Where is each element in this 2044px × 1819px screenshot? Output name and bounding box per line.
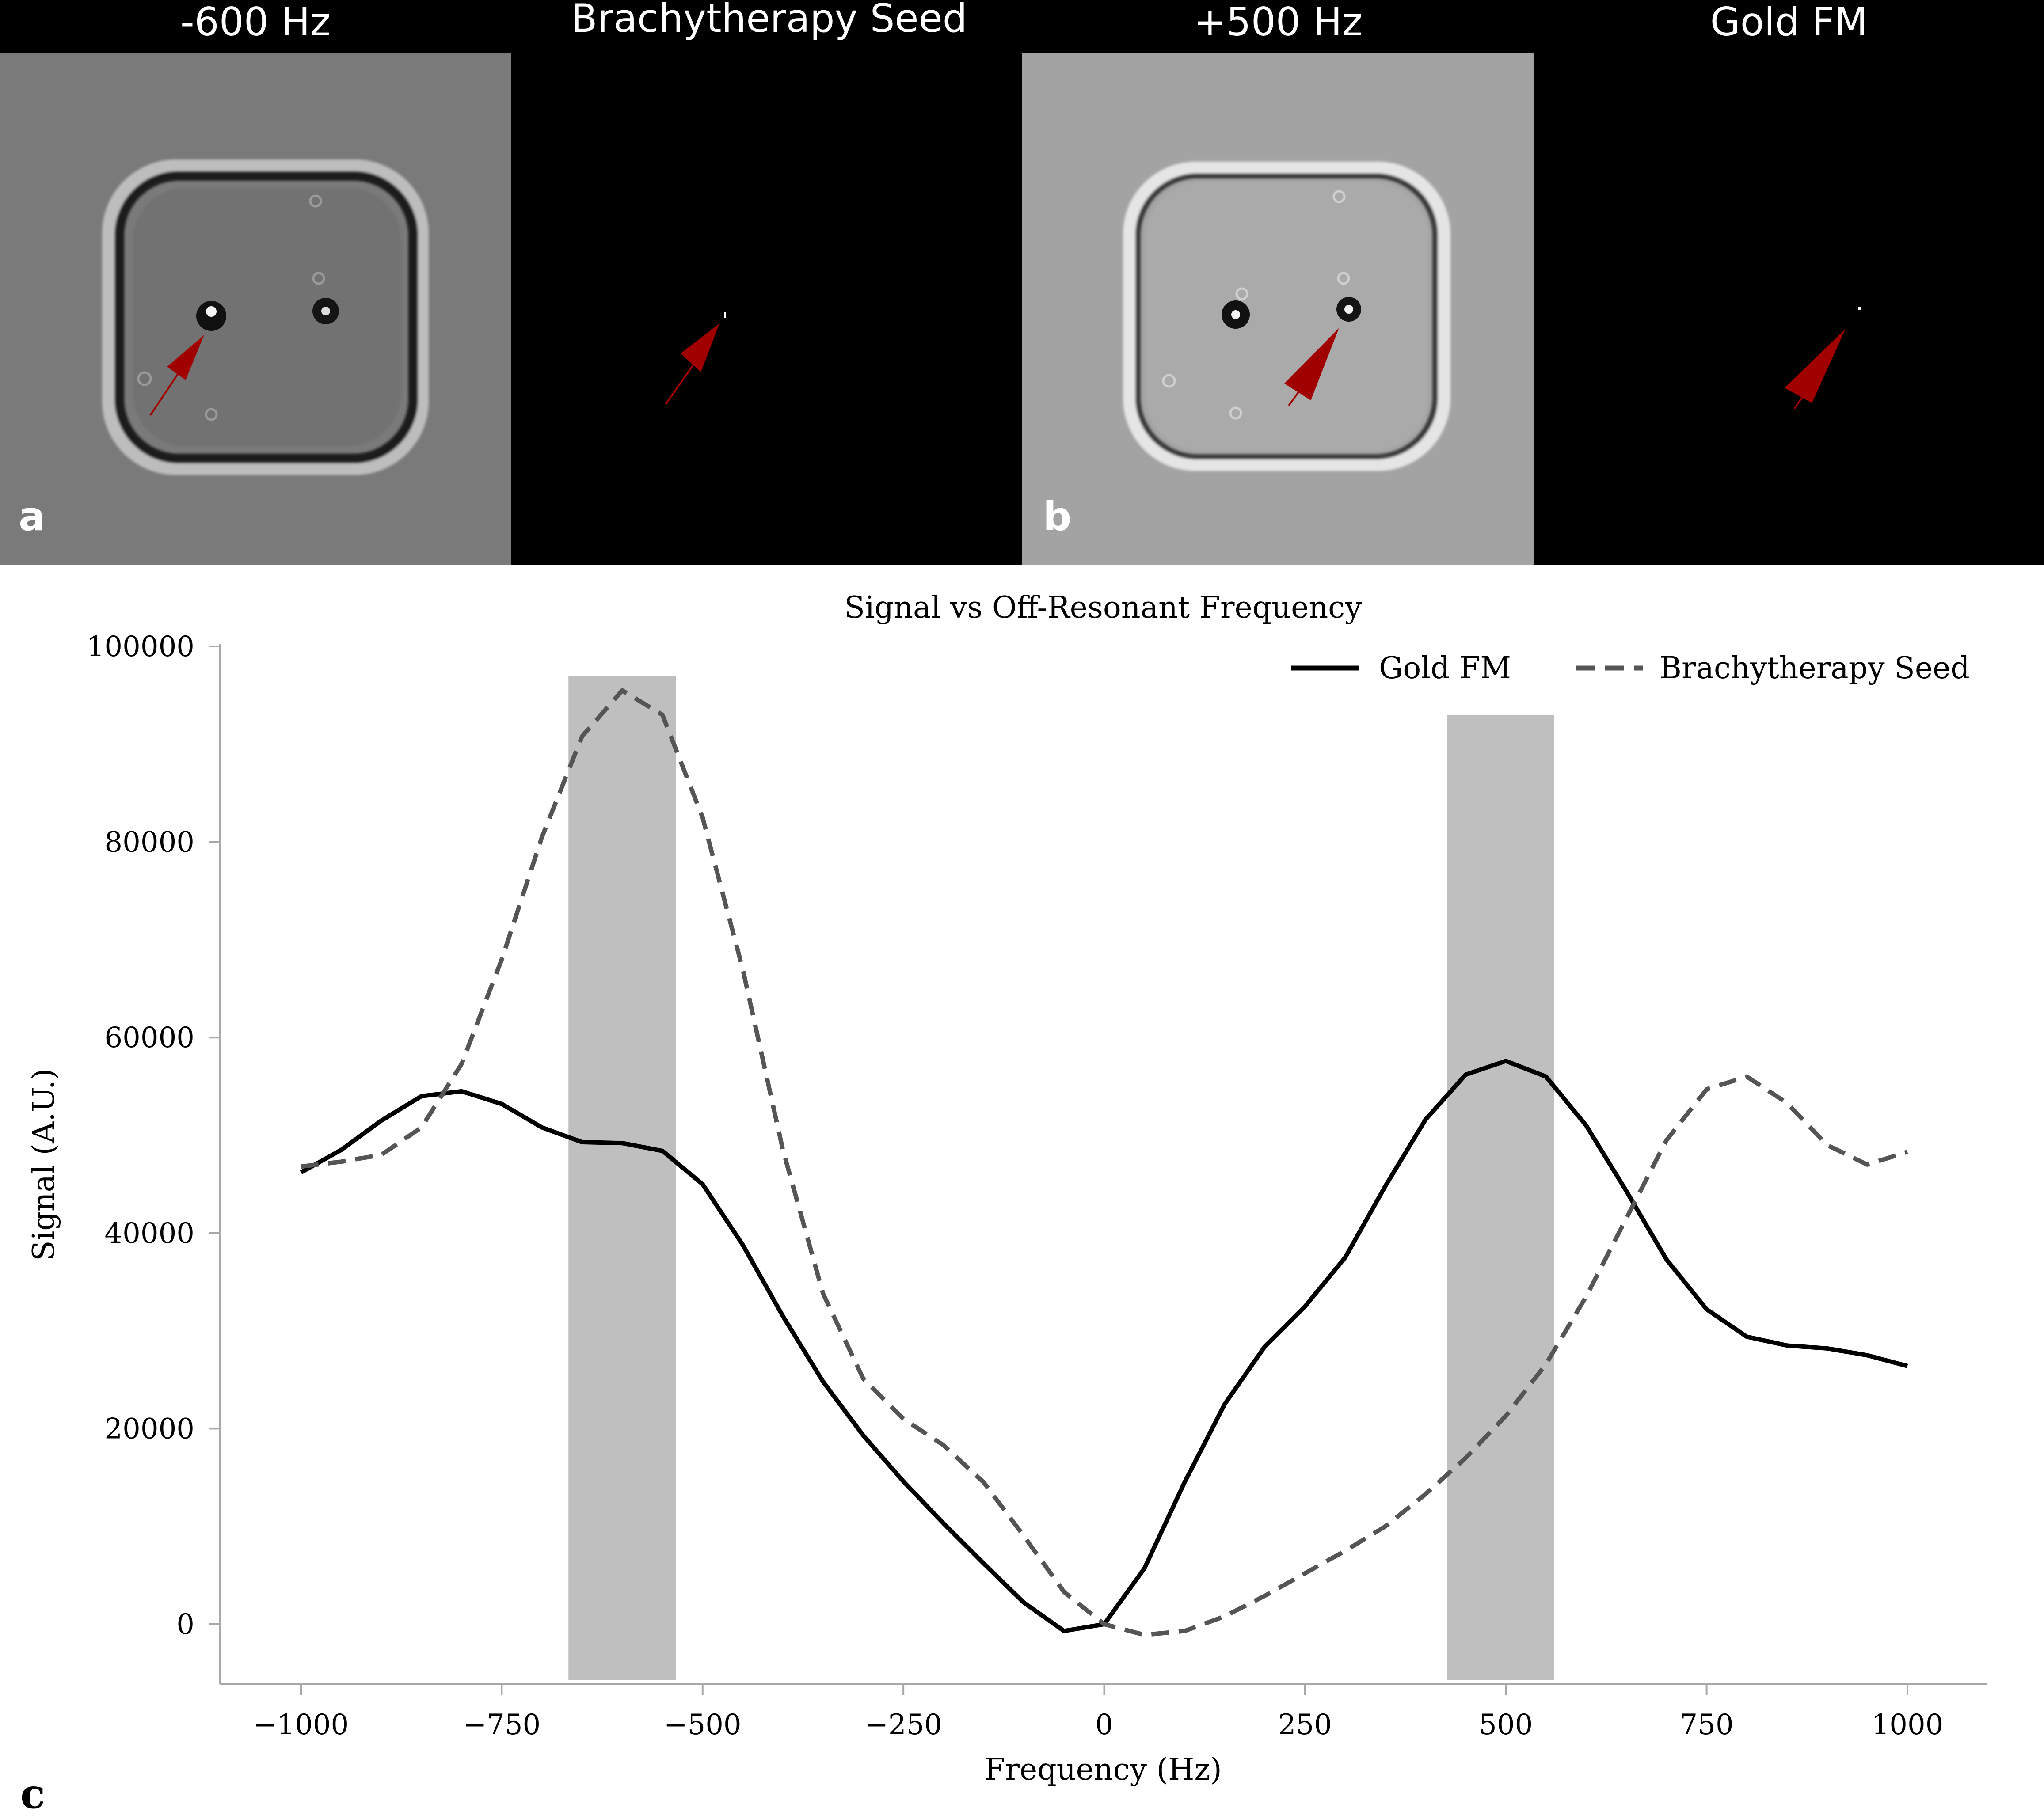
x-tick-label: 0 bbox=[1095, 1709, 1113, 1741]
x-tick-label: 250 bbox=[1278, 1709, 1332, 1741]
panel-c-letter: c bbox=[20, 1770, 45, 1818]
panel-gold-mask-image bbox=[1534, 53, 2044, 565]
arrow-seed-tail bbox=[665, 357, 699, 405]
legend-label-gold-fm: Gold FM bbox=[1379, 651, 1511, 686]
phantom-outline-a bbox=[102, 159, 429, 475]
shaded-band-2 bbox=[1447, 714, 1554, 1680]
y-tick-label: 60000 bbox=[104, 1022, 194, 1054]
y-tick-label: 0 bbox=[176, 1608, 194, 1641]
x-tick-label: −1000 bbox=[253, 1709, 349, 1741]
signal-chart: 0 20000 40000 60000 80000 100000 −1000 −750 −50… bbox=[20, 590, 1987, 1818]
x-tick-label: −500 bbox=[664, 1709, 742, 1741]
x-tick-label: 750 bbox=[1680, 1709, 1734, 1741]
panel-a-title: -600 Hz bbox=[180, 0, 331, 45]
y-axis-label: Signal (A.U.) bbox=[27, 1068, 61, 1261]
x-tick-label: 1000 bbox=[1872, 1709, 1944, 1741]
arrow-b-head bbox=[1284, 328, 1339, 400]
panel-seed-mask-image bbox=[511, 53, 1022, 565]
x-tick-label: −250 bbox=[864, 1709, 942, 1741]
panel-b-letter: b bbox=[1043, 494, 1071, 540]
seed-mask-dot bbox=[724, 312, 726, 318]
y-tick-label: 80000 bbox=[104, 826, 194, 859]
panel-a-letter: a bbox=[19, 494, 46, 540]
panel-b-title: +500 Hz bbox=[1194, 0, 1363, 45]
phantom-outline-b bbox=[1123, 162, 1450, 471]
series-line-gold-fm bbox=[300, 1059, 1908, 1633]
panel-seed-mask: Brachytherapy Seed bbox=[511, 0, 1022, 565]
arrow-gold-head bbox=[1785, 329, 1846, 403]
legend-label-brachytherapy-seed: Brachytherapy Seed bbox=[1660, 651, 1970, 686]
arrow-a-head bbox=[167, 335, 204, 380]
y-tick-label: 40000 bbox=[104, 1217, 194, 1250]
chart-title: Signal vs Off-Resonant Frequency bbox=[844, 590, 1362, 625]
chart-axes bbox=[219, 644, 1987, 1685]
panel-seed-mask-title: Brachytherapy Seed bbox=[571, 0, 967, 41]
panel-gold-mask-title: Gold FM bbox=[1710, 0, 1868, 45]
arrow-seed-head bbox=[681, 323, 719, 372]
x-tick-label: 500 bbox=[1479, 1709, 1533, 1741]
y-tick-label: 20000 bbox=[104, 1413, 194, 1445]
panel-gold-mask: Gold FM bbox=[1534, 0, 2044, 565]
series-lines bbox=[300, 688, 1908, 1637]
panel-b: +500 Hz b bbox=[1022, 0, 1534, 565]
gold-mask-dot bbox=[1858, 307, 1861, 310]
y-ticks: 0 20000 40000 60000 80000 100000 bbox=[87, 630, 220, 1641]
x-tick-label: −750 bbox=[463, 1709, 540, 1741]
panel-a: -600 Hz a bbox=[0, 0, 511, 565]
y-tick-label: 100000 bbox=[87, 630, 194, 663]
x-axis-label: Frequency (Hz) bbox=[984, 1752, 1222, 1787]
shaded-band-1 bbox=[568, 676, 676, 1680]
shaded-bands bbox=[568, 676, 1554, 1680]
series-line-brachytherapy-seed bbox=[301, 688, 1908, 1637]
x-ticks: −1000 −750 −500 −250 0 250 500 750 1000 bbox=[253, 1684, 1944, 1741]
legend: Gold FM Brachytherapy Seed bbox=[1291, 651, 1970, 686]
